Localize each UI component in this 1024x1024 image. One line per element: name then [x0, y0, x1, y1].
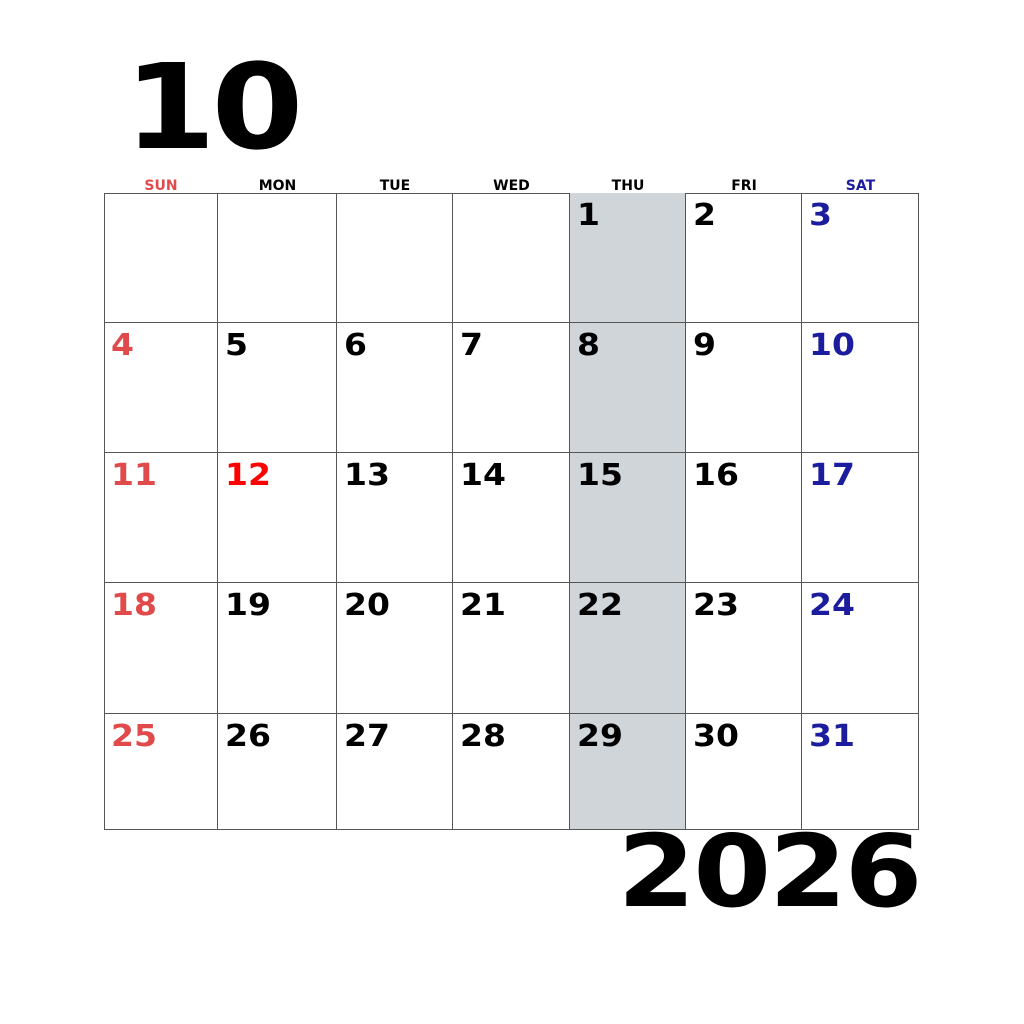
day-number: 2 [693, 198, 716, 233]
day-cell-12: 12 [218, 453, 337, 583]
day-number: 1 [577, 198, 600, 233]
weekday-label-thu: THU [611, 178, 645, 194]
day-cell-25: 25 [104, 714, 218, 830]
day-cell-30: 30 [686, 714, 802, 830]
weekday-label-mon: MON [258, 178, 297, 194]
day-number: 25 [111, 719, 157, 754]
day-cell-17: 17 [802, 453, 919, 583]
day-cell-18: 18 [104, 583, 218, 714]
day-cell-16: 16 [686, 453, 802, 583]
day-number: 31 [809, 719, 855, 754]
day-cell-13: 13 [337, 453, 453, 583]
day-cell-2: 2 [686, 193, 802, 323]
day-number: 18 [111, 588, 157, 623]
day-number: 16 [693, 458, 739, 493]
day-cell-3: 3 [802, 193, 919, 323]
day-cell-6: 6 [337, 323, 453, 453]
day-number: 11 [111, 458, 157, 493]
day-number: 24 [809, 588, 855, 623]
weekday-label-tue: TUE [379, 178, 411, 194]
weekday-label-wed: WED [493, 178, 530, 194]
day-cell-14: 14 [453, 453, 570, 583]
day-cell-4: 4 [104, 323, 218, 453]
day-cell-5: 5 [218, 323, 337, 453]
day-number: 21 [460, 588, 506, 623]
day-number: 8 [577, 328, 600, 363]
day-cell-15: 15 [570, 453, 686, 583]
day-number: 15 [577, 458, 623, 493]
day-number: 17 [809, 458, 855, 493]
day-cell-11: 11 [104, 453, 218, 583]
empty-day-cell [218, 193, 337, 323]
day-cell-27: 27 [337, 714, 453, 830]
empty-day-cell [337, 193, 453, 323]
day-number: 12 [225, 458, 271, 493]
day-cell-21: 21 [453, 583, 570, 714]
day-cell-20: 20 [337, 583, 453, 714]
calendar-grid: 1 2 3 4 5 6 7 8 9 10 11 12 13 14 15 16 17 18 19 20 21 22 23 24 2… [104, 193, 919, 830]
day-number: 26 [225, 719, 271, 754]
weekday-label-fri: FRI [731, 178, 757, 194]
day-number: 10 [809, 328, 855, 363]
day-number: 9 [693, 328, 716, 363]
day-cell-29: 29 [570, 714, 686, 830]
day-number: 3 [809, 198, 832, 233]
day-number: 20 [344, 588, 390, 623]
day-cell-7: 7 [453, 323, 570, 453]
day-cell-28: 28 [453, 714, 570, 830]
day-cell-22: 22 [570, 583, 686, 714]
year-number: 2026 [617, 813, 922, 930]
day-number: 4 [111, 328, 134, 363]
day-cell-8: 8 [570, 323, 686, 453]
day-number: 6 [344, 328, 367, 363]
empty-day-cell [104, 193, 218, 323]
day-number: 14 [460, 458, 506, 493]
day-cell-10: 10 [802, 323, 919, 453]
month-number: 10 [124, 38, 303, 176]
day-cell-26: 26 [218, 714, 337, 830]
weekday-label-sun: SUN [144, 178, 178, 194]
day-cell-1: 1 [570, 193, 686, 323]
day-number: 27 [344, 719, 390, 754]
day-number: 23 [693, 588, 739, 623]
day-cell-9: 9 [686, 323, 802, 453]
day-number: 7 [460, 328, 483, 363]
day-cell-24: 24 [802, 583, 919, 714]
day-number: 5 [225, 328, 248, 363]
day-number: 22 [577, 588, 623, 623]
day-cell-19: 19 [218, 583, 337, 714]
day-number: 19 [225, 588, 271, 623]
day-number: 28 [460, 719, 506, 754]
empty-day-cell [453, 193, 570, 323]
day-number: 29 [577, 719, 623, 754]
weekday-label-sat: SAT [845, 178, 876, 194]
day-number: 13 [344, 458, 390, 493]
day-cell-31: 31 [802, 714, 919, 830]
day-cell-23: 23 [686, 583, 802, 714]
day-number: 30 [693, 719, 739, 754]
